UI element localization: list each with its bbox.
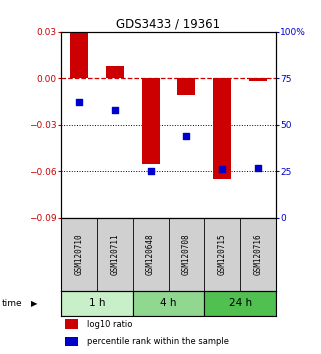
Point [148, 169, 153, 174]
Text: percentile rank within the sample: percentile rank within the sample [87, 337, 229, 346]
Bar [106, 66, 124, 78]
Bar [65, 337, 78, 346]
Bar [70, 33, 88, 78]
Text: ▶: ▶ [30, 299, 37, 308]
Bar [61, 291, 133, 316]
Bar [204, 291, 276, 316]
Bar [178, 78, 195, 95]
Text: GSM120711: GSM120711 [110, 233, 119, 275]
Text: 1 h: 1 h [89, 298, 105, 308]
Bar [142, 78, 160, 164]
Text: 24 h: 24 h [229, 298, 252, 308]
Title: GDS3433 / 19361: GDS3433 / 19361 [117, 18, 221, 31]
Bar [65, 319, 78, 329]
Text: time: time [2, 299, 22, 308]
Text: GSM120710: GSM120710 [74, 233, 83, 275]
Text: 4 h: 4 h [160, 298, 177, 308]
Bar [249, 78, 267, 81]
Text: GSM120715: GSM120715 [218, 233, 227, 275]
Point [184, 133, 189, 139]
Text: GSM120716: GSM120716 [254, 233, 263, 275]
Point [220, 166, 225, 172]
Point [256, 165, 261, 170]
Text: GSM120708: GSM120708 [182, 233, 191, 275]
Text: log10 ratio: log10 ratio [87, 320, 132, 329]
Text: GSM120648: GSM120648 [146, 233, 155, 275]
Bar [133, 291, 204, 316]
Point [76, 100, 82, 105]
Bar [213, 78, 231, 179]
Point [112, 107, 117, 113]
